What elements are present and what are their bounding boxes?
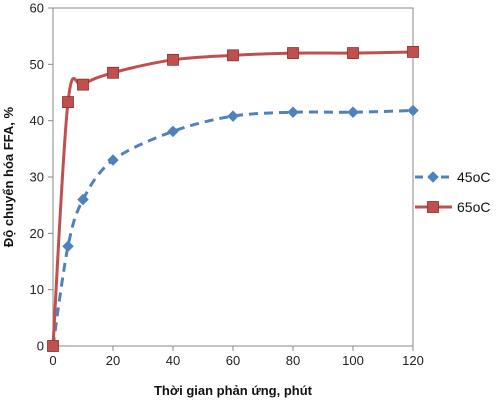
data-point — [347, 47, 359, 59]
data-point — [77, 193, 89, 206]
data-point — [107, 154, 119, 166]
series-65oC — [47, 46, 419, 352]
y-tick-label: 60 — [30, 1, 44, 16]
x-tick-label: 80 — [286, 353, 300, 368]
series-line — [51, 109, 414, 347]
x-tick-label: 100 — [342, 353, 364, 368]
series-45oC — [47, 104, 419, 352]
y-axis-title: Độ chuyển hóa FFA, % — [1, 106, 16, 247]
y-axis: 0 10 20 30 40 50 60 — [30, 1, 53, 354]
legend-marker — [427, 201, 439, 213]
data-point — [107, 66, 119, 79]
x-axis-title: Thời gian phản ứng, phút — [154, 383, 313, 398]
data-point — [347, 106, 359, 119]
x-tick-label: 40 — [166, 353, 180, 368]
data-point — [287, 106, 299, 119]
x-tick-label: 0 — [49, 353, 56, 368]
y-tick-label: 0 — [37, 339, 44, 354]
data-point — [407, 46, 419, 58]
data-point — [227, 110, 239, 123]
y-tick-label: 50 — [30, 57, 44, 72]
plot-area — [52, 7, 414, 347]
data-point — [62, 240, 74, 253]
x-tick-label: 20 — [106, 353, 120, 368]
y-tick-label: 10 — [30, 282, 44, 297]
legend-label: 65oC — [457, 199, 490, 215]
x-tick-label: 120 — [402, 353, 424, 368]
legend-item: 45oC — [415, 169, 490, 185]
y-tick-label: 40 — [30, 113, 44, 128]
series-line — [51, 50, 414, 347]
data-point — [167, 53, 179, 66]
legend-marker — [427, 171, 439, 183]
data-point — [227, 49, 239, 62]
data-point — [62, 96, 74, 108]
series-layer — [47, 46, 419, 352]
data-point — [407, 104, 419, 117]
y-tick-label: 20 — [30, 226, 44, 241]
x-axis: 0 20 40 60 80 100 120 — [49, 346, 424, 368]
data-point — [167, 125, 179, 138]
y-tick-label: 30 — [30, 170, 44, 185]
data-point — [47, 340, 59, 352]
x-tick-label: 60 — [226, 353, 240, 368]
legend-label: 45oC — [457, 169, 490, 185]
legend: 45oC 65oC — [415, 169, 490, 215]
data-point — [287, 47, 299, 59]
legend-item: 65oC — [415, 199, 490, 215]
data-point — [77, 78, 89, 91]
